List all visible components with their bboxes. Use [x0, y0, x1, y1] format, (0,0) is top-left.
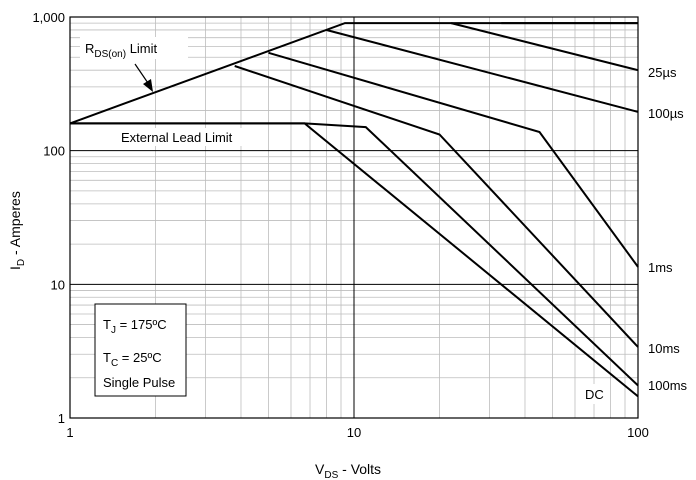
rds-limit-label-bg: [80, 37, 188, 59]
condition-tc: TC = 25ºC: [103, 350, 162, 369]
x-tick-label: 10: [347, 425, 361, 440]
curve-label-10ms: 10ms: [648, 341, 680, 356]
y-axis-label: ID - Amperes: [7, 191, 27, 270]
y-tick-label: 100: [43, 144, 65, 159]
rds-limit-label: RDS(on) Limit: [85, 41, 158, 60]
series-line-6: [70, 122, 639, 398]
curve-label-1ms: 1ms: [648, 260, 673, 275]
curve-label-25us: 25µs: [648, 65, 677, 80]
curve-label-100ms: 100ms: [648, 378, 688, 393]
y-tick-label: 10: [51, 277, 65, 292]
condition-tj: TJ = 175ºC: [103, 317, 167, 336]
series-line-1: [450, 22, 639, 72]
rds-limit-arrowhead: [143, 79, 153, 92]
curves: [69, 22, 639, 398]
conditions-box: [94, 303, 187, 397]
x-tick-label: 1: [66, 425, 73, 440]
x-axis-label: VDS - Volts: [315, 461, 381, 480]
condition-pulse: Single Pulse: [103, 375, 175, 390]
series-line-4: [234, 65, 639, 348]
series-line-3: [268, 51, 639, 268]
curve-label-dc-bg: [583, 384, 609, 404]
curve-label-dc: DC: [585, 387, 604, 402]
y-tick-label: 1,000: [32, 10, 65, 25]
curve-label-100us: 100µs: [648, 106, 684, 121]
y-tick-label: 1: [58, 411, 65, 426]
plot-frame: [69, 16, 639, 419]
x-tick-label: 100: [627, 425, 649, 440]
lead-limit-label-bg: [117, 128, 257, 146]
series-line-2: [326, 29, 639, 113]
tick-labels: 1 10 100 1 10 100 1,000: [32, 10, 648, 440]
lead-limit-label: External Lead Limit: [121, 130, 233, 145]
